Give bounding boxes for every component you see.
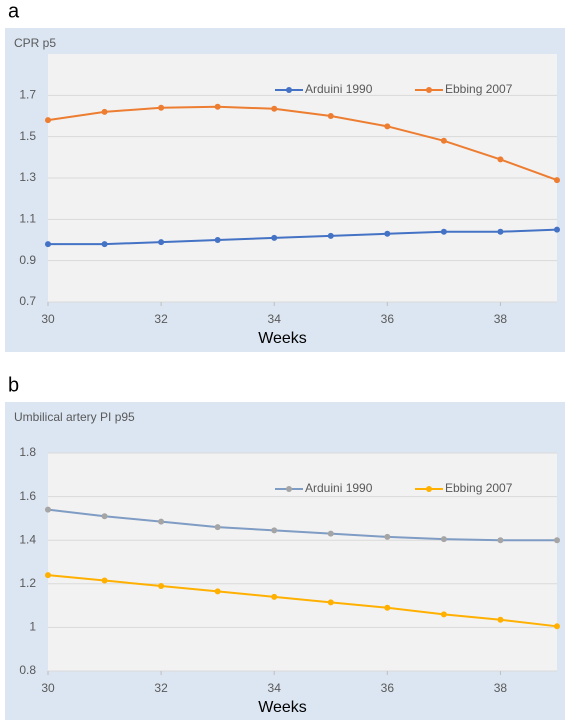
y-tick-label: 0.9 [19,253,36,267]
y-tick-label: 1.7 [19,88,36,102]
legend-label: Arduini 1990 [305,481,373,495]
data-point [214,524,221,531]
data-point [327,599,334,606]
legend-marker [286,486,292,492]
x-axis-label: Weeks [258,699,307,716]
data-point [554,177,560,184]
x-tick-label: 34 [268,312,282,326]
data-point [101,241,108,248]
legend-label: Ebbing 2007 [445,82,513,96]
y-tick-label: 0.7 [19,294,36,308]
y-tick-label: 1 [29,620,36,634]
data-point [45,506,51,513]
data-point [554,226,560,233]
data-point [158,518,165,525]
data-point [440,611,447,618]
y-tick-label: 1.3 [19,170,36,184]
data-point [327,113,334,119]
legend-marker [286,87,292,93]
data-point [45,241,51,248]
data-point [271,527,278,534]
data-point [440,228,447,235]
y-tick-label: 1.1 [19,212,36,226]
legend-marker [426,486,432,492]
data-point [271,234,278,241]
data-point [158,582,165,589]
data-point [497,537,504,544]
data-point [554,623,560,630]
data-point [327,530,334,537]
chart-title: CPR p5 [14,36,56,50]
y-tick-label: 1.6 [19,489,36,503]
series-line [48,228,558,246]
data-point [384,533,391,540]
data-point [384,230,391,237]
data-point [101,108,108,115]
data-point [214,237,221,243]
y-tick-label: 1.5 [19,129,36,143]
x-tick-label: 38 [494,312,508,326]
data-point [101,577,108,584]
data-point [497,228,504,235]
y-tick-label: 0.8 [19,663,36,677]
series-line [47,508,557,542]
data-point [214,588,221,595]
x-tick-label: 34 [268,681,282,695]
y-tick-label: 1.8 [19,445,36,459]
y-tick-label: 1.2 [19,576,36,590]
series-line [47,574,558,628]
data-point [384,604,391,611]
data-point [45,117,51,124]
y-tick-label: 1.4 [19,532,36,546]
legend-label: Ebbing 2007 [445,481,513,495]
data-point [45,572,51,579]
data-point [158,104,165,111]
data-point [497,616,504,623]
data-point [271,105,278,112]
chart-title: Umbilical artery PI p95 [14,410,135,424]
x-axis-label: Weeks [258,330,307,347]
data-point [554,537,560,544]
x-tick-label: 36 [381,681,395,695]
data-point [158,239,165,246]
x-tick-label: 32 [154,312,168,326]
panel-label: b [8,374,19,396]
data-point [214,103,221,110]
x-tick-label: 38 [494,681,508,695]
data-point [271,593,278,600]
x-tick-label: 36 [381,312,395,326]
panel-label: a [8,0,20,22]
series-line [47,105,558,182]
x-tick-label: 32 [154,681,168,695]
x-tick-label: 30 [41,681,55,695]
data-point [497,156,504,163]
data-point [384,123,391,130]
x-tick-label: 30 [41,312,55,326]
data-point [440,137,447,144]
data-point [440,536,447,543]
data-point [327,232,334,239]
data-point [101,513,108,520]
legend-label: Arduini 1990 [305,82,373,96]
legend-marker [426,87,432,93]
